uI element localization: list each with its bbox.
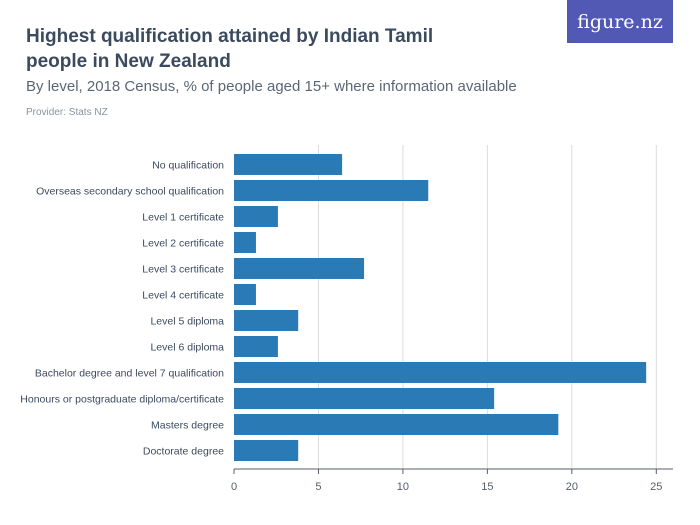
bar — [234, 258, 365, 279]
category-label: Level 5 diploma — [150, 316, 224, 328]
bar — [234, 336, 278, 357]
bar — [234, 206, 278, 227]
category-label: Masters degree — [151, 420, 224, 432]
category-label: Level 4 certificate — [142, 290, 224, 302]
category-label: Doctorate degree — [143, 446, 224, 458]
category-label: Honours or postgraduate diploma/certific… — [20, 394, 224, 406]
category-label: Level 6 diploma — [150, 342, 224, 354]
provider: Provider: Stats NZ — [26, 107, 108, 118]
bar — [234, 232, 256, 253]
bar — [234, 440, 299, 461]
bar — [234, 310, 299, 331]
bar — [234, 154, 343, 175]
x-tick-label: 25 — [650, 481, 662, 493]
x-tick-label: 10 — [397, 481, 409, 493]
bar — [234, 388, 495, 409]
category-label: Level 3 certificate — [142, 264, 224, 276]
bar — [234, 284, 256, 305]
bar — [234, 362, 647, 383]
category-label: No qualification — [152, 160, 224, 172]
category-label: Level 2 certificate — [142, 238, 224, 250]
chart-subtitle: By level, 2018 Census, % of people aged … — [26, 78, 517, 95]
x-tick-label: 20 — [566, 481, 578, 493]
x-tick-label: 15 — [481, 481, 493, 493]
chart-title: Highest qualification attained by Indian… — [26, 26, 434, 72]
x-tick-label: 0 — [231, 481, 237, 493]
bar — [234, 414, 559, 435]
x-tick-label: 5 — [315, 481, 321, 493]
bar — [234, 180, 429, 201]
category-label: Level 1 certificate — [142, 212, 224, 224]
category-label: Bachelor degree and level 7 qualificatio… — [35, 368, 224, 380]
category-label: Overseas secondary school qualification — [36, 186, 224, 198]
figure-nz-logo[interactable]: figure.nz — [567, 0, 673, 43]
